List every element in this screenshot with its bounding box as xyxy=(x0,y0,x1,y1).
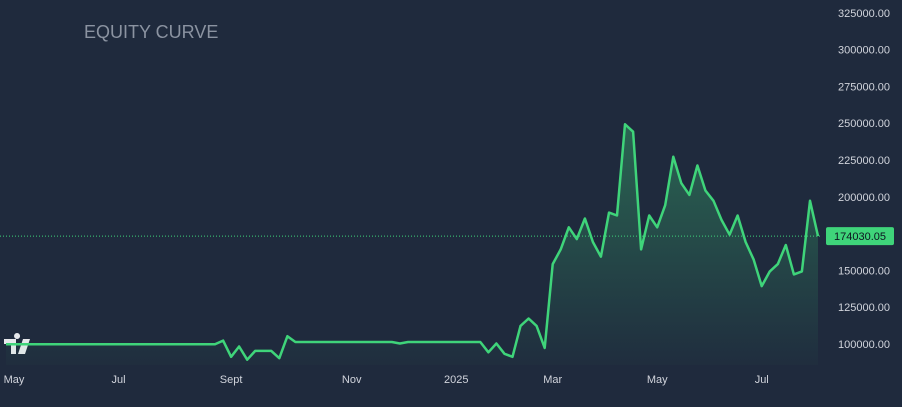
y-tick-label: 275000.00 xyxy=(838,81,890,93)
last-value-badge xyxy=(826,227,894,246)
x-tick-label: Jul xyxy=(755,374,769,386)
y-tick-label: 125000.00 xyxy=(838,302,890,314)
x-tick-label: Mar xyxy=(543,374,562,386)
area-fill xyxy=(6,124,818,365)
x-tick-label: Nov xyxy=(342,374,362,386)
y-tick-label: 225000.00 xyxy=(838,155,890,167)
y-tick-label: 200000.00 xyxy=(838,192,890,204)
x-tick-label: 2025 xyxy=(444,374,468,386)
chart-title: EQUITY CURVE xyxy=(84,22,218,42)
equity-line xyxy=(6,123,820,361)
y-tick-label: 300000.00 xyxy=(838,45,890,57)
x-tick-label: Jul xyxy=(112,374,126,386)
y-tick-label: 325000.00 xyxy=(838,8,890,20)
x-tick-label: May xyxy=(4,374,25,386)
y-tick-label: 100000.00 xyxy=(838,339,890,351)
x-tick-label: Sept xyxy=(220,374,243,386)
y-tick-label: 250000.00 xyxy=(838,118,890,130)
x-tick-label: May xyxy=(647,374,668,386)
last-value-label: 174030.05 xyxy=(834,231,886,243)
y-tick-label: 150000.00 xyxy=(838,265,890,277)
